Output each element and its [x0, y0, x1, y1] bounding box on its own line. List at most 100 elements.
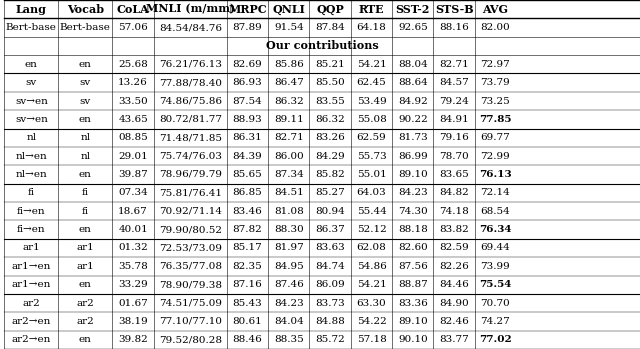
Text: 84.29: 84.29: [316, 151, 345, 161]
Text: 83.55: 83.55: [316, 97, 345, 105]
Text: 84.91: 84.91: [439, 115, 469, 124]
Text: 84.46: 84.46: [439, 280, 469, 289]
Text: MNLI (m/mm): MNLI (m/mm): [146, 4, 235, 15]
Text: 72.97: 72.97: [481, 60, 510, 69]
Text: 75.54: 75.54: [479, 280, 511, 289]
Text: 69.44: 69.44: [481, 244, 510, 252]
Text: nl: nl: [81, 133, 90, 142]
Text: 86.37: 86.37: [316, 225, 345, 234]
Text: sv→en: sv→en: [15, 97, 48, 105]
Text: 88.16: 88.16: [439, 23, 469, 32]
Text: 57.06: 57.06: [118, 23, 148, 32]
Text: 89.10: 89.10: [398, 317, 428, 326]
Text: 69.77: 69.77: [481, 133, 510, 142]
Text: en: en: [79, 115, 92, 124]
Text: 82.71: 82.71: [439, 60, 469, 69]
Text: 84.74: 84.74: [316, 262, 345, 271]
Text: 71.48/71.85: 71.48/71.85: [159, 133, 222, 142]
Text: 38.19: 38.19: [118, 317, 148, 326]
Text: ar2→en: ar2→en: [12, 335, 51, 344]
Text: 89.10: 89.10: [398, 170, 428, 179]
Text: 84.54/84.76: 84.54/84.76: [159, 23, 222, 32]
Text: ar1→en: ar1→en: [12, 280, 51, 289]
Text: 77.10/77.10: 77.10/77.10: [159, 317, 222, 326]
Text: 77.88/78.40: 77.88/78.40: [159, 78, 222, 87]
Text: en: en: [79, 170, 92, 179]
Text: 62.59: 62.59: [356, 133, 387, 142]
Text: 82.46: 82.46: [439, 317, 469, 326]
Text: 53.49: 53.49: [356, 97, 387, 105]
Text: 55.73: 55.73: [356, 151, 387, 161]
Text: 82.71: 82.71: [274, 133, 304, 142]
Text: 76.34: 76.34: [479, 225, 511, 234]
Text: 85.21: 85.21: [316, 60, 345, 69]
Text: 55.44: 55.44: [356, 207, 387, 216]
Text: 73.99: 73.99: [481, 262, 510, 271]
Text: 62.45: 62.45: [356, 78, 387, 87]
Text: 84.39: 84.39: [232, 151, 262, 161]
Text: 72.53/73.09: 72.53/73.09: [159, 244, 222, 252]
Text: 88.35: 88.35: [274, 335, 304, 344]
Text: Our contributions: Our contributions: [266, 40, 378, 51]
Text: 83.65: 83.65: [439, 170, 469, 179]
Text: 86.09: 86.09: [316, 280, 345, 289]
Text: en: en: [25, 60, 38, 69]
Text: 64.18: 64.18: [356, 23, 387, 32]
Text: 08.85: 08.85: [118, 133, 148, 142]
Text: 72.99: 72.99: [481, 151, 510, 161]
Text: ar1: ar1: [77, 244, 94, 252]
Text: 88.30: 88.30: [274, 225, 304, 234]
Text: 88.93: 88.93: [232, 115, 262, 124]
Text: Bert-base: Bert-base: [6, 23, 57, 32]
Text: 84.23: 84.23: [398, 188, 428, 198]
Text: 74.51/75.09: 74.51/75.09: [159, 299, 222, 307]
Text: 82.69: 82.69: [232, 60, 262, 69]
Text: 84.82: 84.82: [439, 188, 469, 198]
Text: 54.86: 54.86: [356, 262, 387, 271]
Text: 83.63: 83.63: [316, 244, 345, 252]
Text: AVG: AVG: [483, 4, 508, 15]
Text: 80.72/81.77: 80.72/81.77: [159, 115, 222, 124]
Text: nl→en: nl→en: [15, 151, 47, 161]
Text: 85.65: 85.65: [232, 170, 262, 179]
Text: 86.31: 86.31: [232, 133, 262, 142]
Text: fi→en: fi→en: [17, 207, 45, 216]
Text: STS-B: STS-B: [435, 4, 474, 15]
Text: 79.52/80.28: 79.52/80.28: [159, 335, 222, 344]
Text: 87.82: 87.82: [232, 225, 262, 234]
Text: 88.64: 88.64: [398, 78, 428, 87]
Text: 73.25: 73.25: [481, 97, 510, 105]
Text: 87.89: 87.89: [232, 23, 262, 32]
Text: 80.94: 80.94: [316, 207, 345, 216]
Text: ar2: ar2: [77, 299, 94, 307]
Text: 83.77: 83.77: [439, 335, 469, 344]
Text: CoLA: CoLA: [116, 4, 150, 15]
Text: 88.87: 88.87: [398, 280, 428, 289]
Text: 86.99: 86.99: [398, 151, 428, 161]
Text: 76.13: 76.13: [479, 170, 512, 179]
Text: 88.04: 88.04: [398, 60, 428, 69]
Text: 86.00: 86.00: [274, 151, 304, 161]
Text: 82.35: 82.35: [232, 262, 262, 271]
Text: ar2: ar2: [77, 317, 94, 326]
Text: MRPC: MRPC: [228, 4, 267, 15]
Text: sv: sv: [26, 78, 37, 87]
Text: 84.90: 84.90: [439, 299, 469, 307]
Text: 84.57: 84.57: [439, 78, 469, 87]
Text: fi→en: fi→en: [17, 225, 45, 234]
Text: 85.27: 85.27: [316, 188, 345, 198]
Text: en: en: [79, 335, 92, 344]
Text: 82.59: 82.59: [439, 244, 469, 252]
Text: fi: fi: [82, 188, 89, 198]
Text: 63.30: 63.30: [356, 299, 387, 307]
Text: 75.81/76.41: 75.81/76.41: [159, 188, 222, 198]
Text: RTE: RTE: [358, 4, 384, 15]
Text: 89.11: 89.11: [274, 115, 304, 124]
Text: 86.32: 86.32: [274, 97, 304, 105]
Text: QQP: QQP: [316, 4, 344, 15]
Text: 76.21/76.13: 76.21/76.13: [159, 60, 222, 69]
Text: 33.50: 33.50: [118, 97, 148, 105]
Text: en: en: [79, 280, 92, 289]
Text: 35.78: 35.78: [118, 262, 148, 271]
Text: 83.82: 83.82: [439, 225, 469, 234]
